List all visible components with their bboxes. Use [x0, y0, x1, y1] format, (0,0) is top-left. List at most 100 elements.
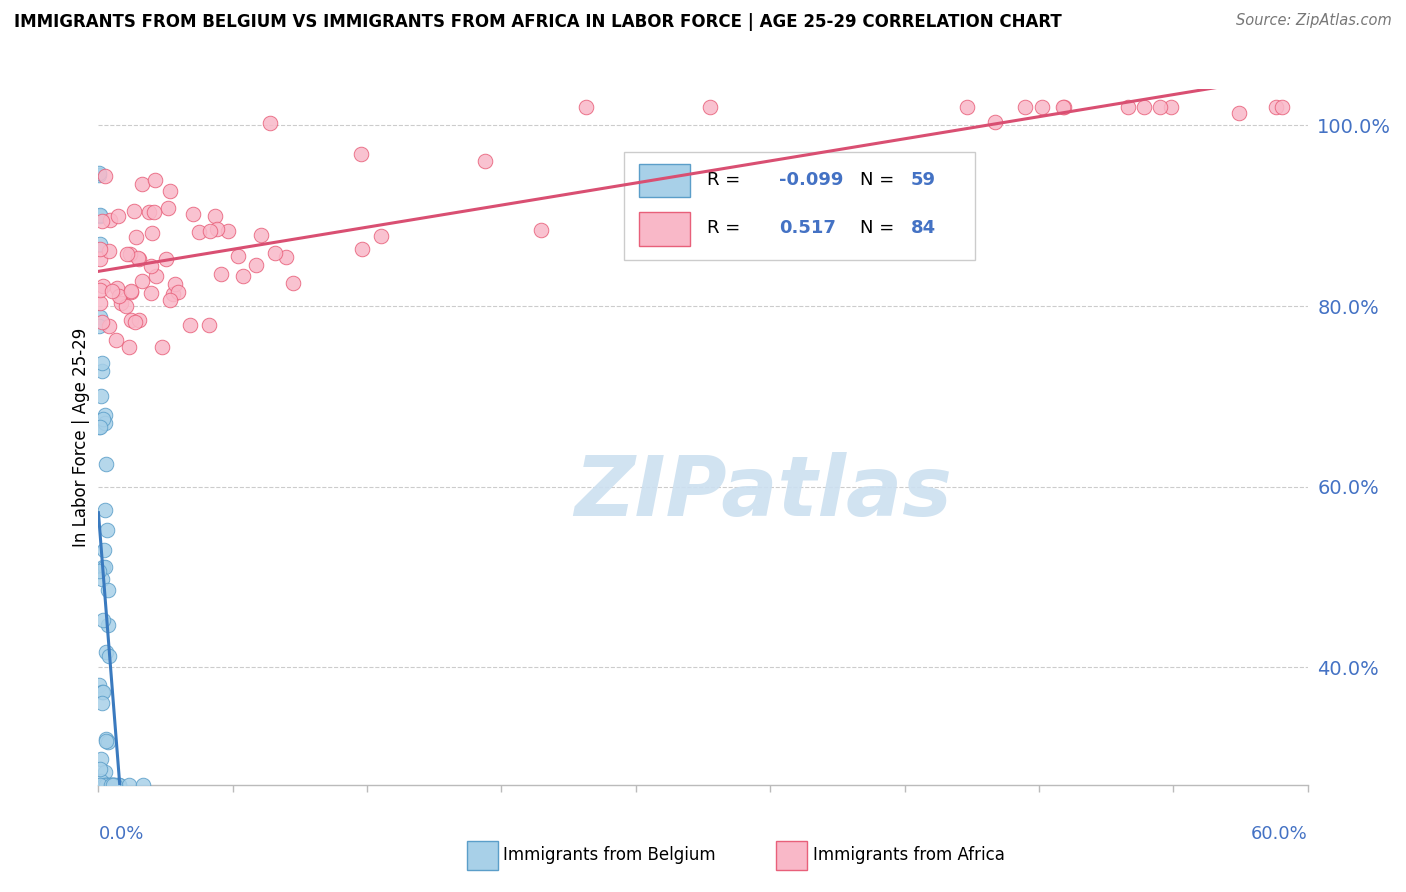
FancyBboxPatch shape [624, 152, 976, 260]
Point [699, 100, 721, 114]
Point [127, 251, 149, 265]
Point [90, 752, 112, 766]
Point [94, 559, 117, 574]
Point [575, 100, 598, 114]
Point [94, 408, 117, 422]
Point [101, 778, 124, 792]
Point [163, 277, 186, 291]
Point [98, 213, 121, 227]
Point [98, 244, 121, 259]
Point [249, 227, 271, 242]
Point [350, 243, 373, 257]
Point [96, 644, 118, 658]
Point [91, 685, 114, 699]
Point [89, 295, 111, 310]
Point [166, 285, 188, 300]
Point [1264, 100, 1286, 114]
Point [162, 287, 184, 301]
Text: R =: R = [707, 170, 740, 188]
Point [131, 274, 153, 288]
Point [232, 269, 254, 284]
Point [108, 289, 131, 303]
Point [1052, 100, 1074, 114]
Point [1031, 100, 1053, 114]
Point [91, 696, 114, 710]
Point [97, 618, 120, 632]
Point [100, 778, 122, 792]
Point [90, 774, 112, 789]
Point [89, 762, 111, 776]
Point [91, 412, 114, 426]
FancyBboxPatch shape [638, 163, 690, 197]
Point [370, 229, 392, 244]
Point [87, 564, 110, 578]
Point [156, 201, 179, 215]
Point [97, 778, 120, 792]
Point [93, 543, 115, 558]
Point [96, 523, 118, 537]
Point [1014, 100, 1036, 114]
Text: R =: R = [707, 219, 740, 237]
Text: 0.517: 0.517 [779, 219, 837, 237]
Point [1271, 100, 1294, 114]
Point [91, 685, 114, 699]
Point [226, 249, 249, 263]
Point [138, 205, 160, 219]
Point [150, 340, 173, 354]
Point [93, 417, 115, 431]
FancyBboxPatch shape [638, 212, 690, 245]
Point [89, 778, 111, 792]
Text: Source: ZipAtlas.com: Source: ZipAtlas.com [1236, 13, 1392, 29]
Point [105, 281, 128, 295]
Point [90, 214, 112, 228]
Point [245, 258, 267, 272]
Point [89, 209, 111, 223]
Point [103, 778, 125, 792]
Point [128, 252, 150, 267]
Point [120, 285, 142, 300]
Point [181, 207, 204, 221]
Point [87, 169, 110, 183]
Point [89, 310, 111, 324]
Point [209, 268, 232, 282]
Point [132, 778, 155, 792]
Point [122, 204, 145, 219]
Point [89, 236, 111, 251]
Point [89, 209, 111, 223]
Point [90, 389, 112, 403]
Point [131, 177, 153, 191]
Point [105, 333, 128, 347]
Point [87, 318, 110, 333]
Point [179, 318, 201, 332]
Point [100, 778, 122, 792]
Point [93, 778, 115, 792]
Point [101, 284, 124, 298]
Point [188, 225, 211, 239]
Point [96, 734, 118, 748]
Point [87, 420, 110, 434]
Point [139, 286, 162, 301]
Point [120, 284, 142, 298]
Point [101, 778, 124, 792]
Point [205, 222, 228, 236]
Point [90, 572, 112, 586]
Point [91, 356, 114, 370]
Point [107, 778, 129, 792]
Point [97, 735, 120, 749]
Point [89, 252, 111, 267]
Text: N =: N = [860, 219, 894, 237]
Point [107, 778, 129, 792]
Point [1149, 100, 1171, 114]
Point [120, 247, 142, 261]
Point [97, 583, 120, 598]
Point [274, 251, 297, 265]
Point [197, 318, 219, 333]
Point [204, 209, 226, 223]
Point [281, 276, 304, 290]
Point [259, 116, 281, 130]
Point [97, 318, 120, 333]
Point [96, 778, 118, 792]
Point [94, 457, 117, 471]
Point [114, 299, 136, 313]
Point [124, 315, 146, 329]
